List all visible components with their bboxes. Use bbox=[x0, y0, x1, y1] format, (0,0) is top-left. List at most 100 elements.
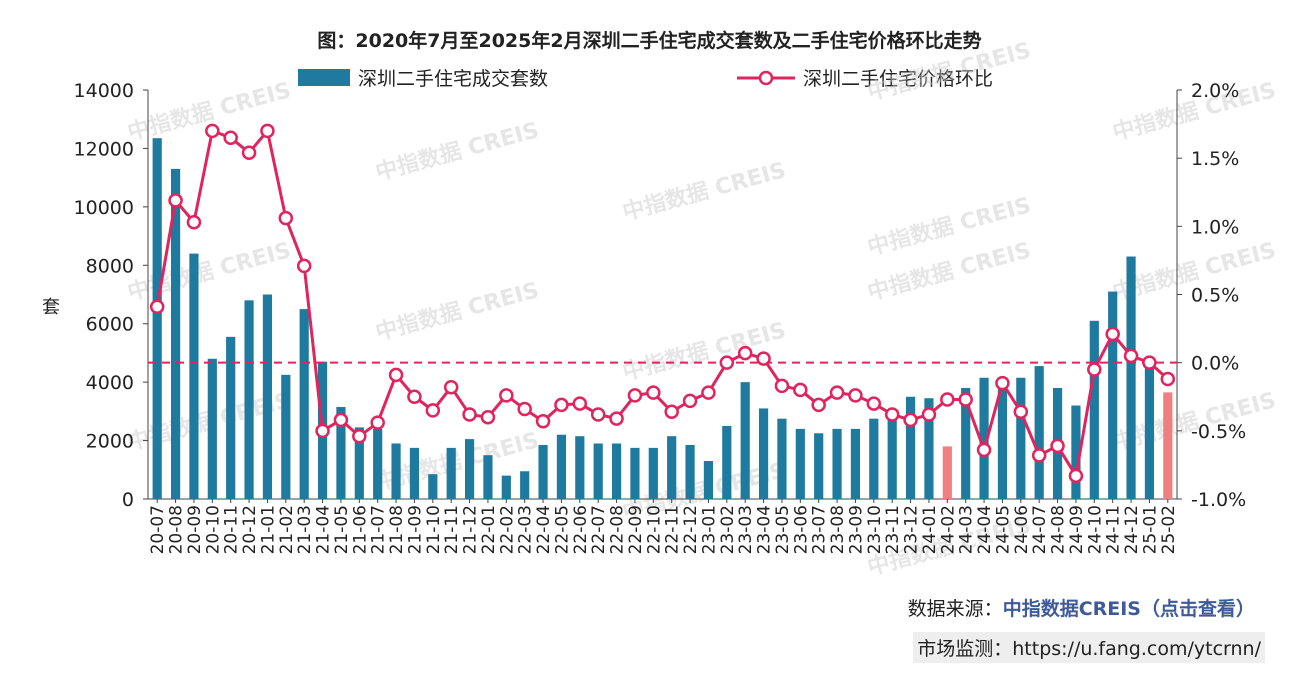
x-tick-label: 23-09 bbox=[846, 505, 866, 554]
line-point-23-05 bbox=[774, 378, 790, 394]
watermark-text: 中指数据 CREIS bbox=[373, 277, 542, 346]
bar-23-06 bbox=[795, 428, 805, 499]
x-tick-label: 21-07 bbox=[369, 505, 389, 554]
bar-25-02 bbox=[1163, 392, 1173, 499]
line-point-21-02 bbox=[278, 210, 294, 226]
line-point-22-12 bbox=[682, 393, 698, 409]
monitor-link[interactable]: https://u.fang.com/ytcrnn/ bbox=[1012, 638, 1261, 660]
x-tick-label: 21-02 bbox=[277, 505, 297, 554]
bar-20-07 bbox=[152, 138, 162, 500]
line-point-24-06 bbox=[1013, 404, 1029, 419]
line-point-20-11 bbox=[223, 130, 238, 145]
x-tick-label: 22-05 bbox=[552, 505, 572, 554]
x-tick-label: 24-06 bbox=[1012, 505, 1032, 554]
line-point-24-04 bbox=[976, 442, 992, 458]
legend-line-swatch bbox=[737, 70, 795, 85]
line-point-23-10 bbox=[866, 396, 882, 411]
x-tick-label: 23-10 bbox=[865, 505, 885, 554]
x-tick-label: 21-03 bbox=[295, 505, 315, 554]
line-point-23-08 bbox=[829, 385, 845, 400]
x-tick-label: 23-03 bbox=[736, 505, 756, 554]
bar-22-12 bbox=[685, 444, 695, 499]
line-point-23-02 bbox=[719, 355, 735, 370]
bar-20-11 bbox=[226, 336, 236, 499]
bar-22-07 bbox=[593, 443, 603, 499]
line-point-22-02 bbox=[499, 388, 514, 403]
market-monitor: 市场监测：https://u.fang.com/ytcrnn/ bbox=[913, 632, 1265, 663]
x-tick-label: 21-06 bbox=[350, 505, 370, 554]
bar-21-10 bbox=[428, 474, 438, 499]
bar-24-12 bbox=[1126, 256, 1136, 499]
legend-line-label: 深圳二手住宅价格环比 bbox=[803, 68, 994, 90]
line-point-20-07 bbox=[149, 299, 165, 315]
line-point-23-04 bbox=[756, 351, 771, 366]
x-tick-label: 23-06 bbox=[791, 505, 811, 554]
line-point-20-12 bbox=[241, 145, 257, 160]
line-point-22-07 bbox=[590, 407, 606, 422]
x-tick-label: 20-11 bbox=[222, 505, 242, 554]
bar-24-09 bbox=[1071, 405, 1081, 499]
source-prefix: 数据来源： bbox=[907, 598, 1003, 620]
line-point-22-08 bbox=[609, 411, 624, 426]
bar-23-01 bbox=[703, 461, 714, 499]
line-point-21-04 bbox=[315, 423, 330, 439]
x-tick-label: 21-10 bbox=[424, 505, 444, 554]
y-tick-label-left: 6000 bbox=[86, 314, 134, 336]
x-tick-label: 22-06 bbox=[571, 505, 591, 554]
x-tick-label: 20-08 bbox=[167, 505, 187, 554]
chart-title: 图：2020年7月至2025年2月深圳二手住宅成交套数及二手住宅价格环比走势 bbox=[317, 30, 982, 52]
bar-23-05 bbox=[777, 418, 787, 499]
line-point-21-12 bbox=[462, 407, 477, 422]
bar-23-11 bbox=[887, 415, 897, 499]
line-point-24-11 bbox=[1105, 326, 1120, 342]
x-tick-label: 23-05 bbox=[773, 505, 793, 554]
y-tick-label-right: 2.0% bbox=[1191, 80, 1239, 102]
x-tick-label: 22-02 bbox=[497, 505, 517, 554]
x-tick-label: 24-08 bbox=[1049, 505, 1069, 554]
bar-21-03 bbox=[299, 309, 309, 499]
bar-23-09 bbox=[850, 428, 861, 499]
x-tick-label: 22-04 bbox=[534, 505, 554, 554]
x-tick-label: 22-03 bbox=[516, 505, 536, 554]
x-tick-label: 22-07 bbox=[589, 505, 609, 554]
line-point-24-12 bbox=[1123, 348, 1139, 364]
monitor-prefix: 市场监测： bbox=[917, 638, 1013, 660]
bar-21-12 bbox=[464, 439, 475, 499]
bar-20-09 bbox=[189, 253, 199, 499]
bar-24-05 bbox=[997, 377, 1008, 499]
y-tick-label-right: 0.0% bbox=[1191, 353, 1239, 375]
y-tick-label-right: -1.0% bbox=[1191, 489, 1246, 511]
line-point-23-01 bbox=[701, 385, 716, 400]
line-point-24-02 bbox=[940, 392, 955, 407]
watermark-text: 中指数据 CREIS bbox=[373, 117, 542, 186]
line-point-21-05 bbox=[333, 412, 349, 428]
x-tick-label: 24-03 bbox=[957, 505, 977, 554]
source-link[interactable]: 中指数据CREIS（点击查看） bbox=[1002, 598, 1255, 620]
y-tick-label-left: 8000 bbox=[86, 255, 134, 277]
y-tick-label-right: 0.5% bbox=[1191, 285, 1239, 307]
x-tick-label: 24-12 bbox=[1122, 505, 1142, 554]
legend-line-series: 深圳二手住宅价格环比 bbox=[737, 64, 993, 91]
line-point-23-06 bbox=[793, 382, 808, 398]
bar-24-01 bbox=[924, 398, 934, 499]
line-point-22-10 bbox=[646, 385, 661, 400]
bar-23-08 bbox=[832, 428, 842, 499]
x-tick-label: 22-09 bbox=[626, 505, 646, 554]
x-tick-label: 20-10 bbox=[203, 505, 223, 554]
data-source: 数据来源：中指数据CREIS（点击查看） bbox=[908, 594, 1255, 621]
bar-23-02 bbox=[722, 425, 732, 499]
bar-21-06 bbox=[354, 427, 364, 499]
bar-22-10 bbox=[648, 447, 658, 499]
x-tick-label: 22-08 bbox=[608, 505, 628, 554]
line-point-22-01 bbox=[480, 409, 496, 425]
line-point-21-08 bbox=[388, 367, 404, 383]
x-tick-label: 22-11 bbox=[663, 505, 683, 554]
bar-22-11 bbox=[667, 436, 677, 499]
bar-22-01 bbox=[483, 455, 493, 499]
bar-23-12 bbox=[905, 396, 916, 499]
bar-21-09 bbox=[409, 447, 420, 499]
bar-22-08 bbox=[611, 443, 622, 499]
bar-20-12 bbox=[244, 300, 254, 499]
line-point-23-07 bbox=[811, 397, 826, 413]
line-point-23-11 bbox=[884, 407, 900, 422]
